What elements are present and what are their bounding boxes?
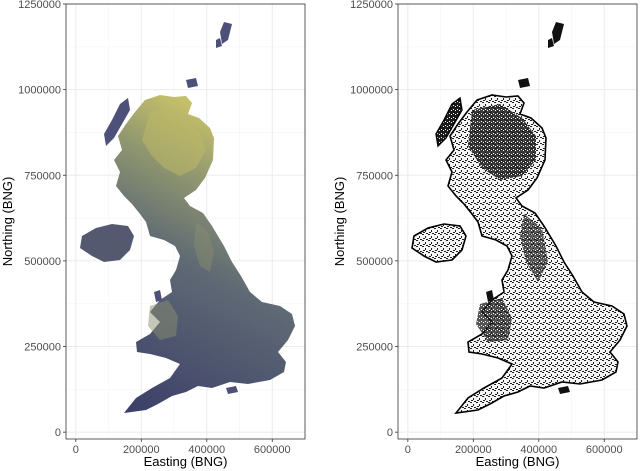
isle-of-wight — [226, 386, 238, 394]
y-tick-label: 750000 — [356, 170, 393, 182]
isle-of-man — [486, 290, 494, 302]
x-tick-label: 200000 — [123, 444, 160, 456]
x-tick-label: 400000 — [520, 444, 557, 456]
y-tick-label: 500000 — [356, 256, 393, 268]
x-tick-label: 0 — [405, 444, 411, 456]
northern-ireland-landmass — [80, 224, 134, 262]
highlands-elevation — [142, 108, 206, 176]
x-tick-label: 600000 — [586, 444, 623, 456]
shetland-islands — [220, 22, 232, 44]
orkney-islands — [518, 78, 530, 88]
y-axis-ticks: 0 250000 500000 750000 1000000 1250000 — [18, 0, 66, 439]
outer-hebrides — [435, 96, 463, 148]
x-tick-label: 0 — [73, 444, 79, 456]
wales-elevation — [148, 300, 178, 340]
x-axis-ticks: 0 200000 400000 600000 — [73, 439, 291, 456]
isle-of-man — [154, 290, 162, 302]
y-tick-label: 750000 — [24, 170, 61, 182]
x-axis-title: Easting (BNG) — [476, 454, 560, 469]
y-tick-label: 250000 — [356, 342, 393, 354]
y-tick-label: 0 — [55, 427, 61, 439]
x-tick-label: 400000 — [188, 444, 225, 456]
pennines-dense-cover — [520, 214, 548, 282]
upland-dense-cover — [468, 104, 536, 180]
orkney-islands — [186, 78, 198, 88]
y-axis-ticks: 0 250000 500000 750000 1000000 1250000 — [350, 0, 398, 439]
panel-border — [397, 3, 638, 440]
shetland-islands — [552, 22, 564, 44]
northern-ireland-landmass — [411, 223, 467, 263]
fair-isle — [548, 38, 554, 48]
y-axis-title: Northing (BNG) — [332, 177, 347, 267]
x-axis-ticks: 0 200000 400000 600000 — [405, 439, 623, 456]
y-tick-label: 1000000 — [350, 85, 393, 97]
elevation-map-panel: 0 200000 400000 600000 0 250000 500000 750000 1… — [0, 0, 306, 469]
y-tick-label: 250000 — [24, 342, 61, 354]
y-tick-label: 500000 — [24, 256, 61, 268]
x-tick-label: 200000 — [455, 444, 492, 456]
landcover-map-panel: 0 200000 400000 600000 0 250000 500000 750000 1… — [332, 0, 638, 469]
pennines-elevation — [194, 222, 214, 272]
isle-of-wight — [558, 386, 570, 394]
gb-landcover-map — [411, 22, 628, 415]
outer-hebrides — [104, 98, 130, 146]
x-axis-title: Easting (BNG) — [144, 454, 228, 469]
gb-elevation-map — [80, 22, 295, 413]
panel-border — [65, 3, 306, 440]
y-tick-label: 1250000 — [350, 0, 393, 11]
fair-isle — [216, 38, 222, 48]
y-tick-label: 1250000 — [18, 0, 61, 11]
y-tick-label: 1000000 — [18, 85, 61, 97]
y-axis-title: Northing (BNG) — [0, 177, 15, 267]
x-tick-label: 600000 — [254, 444, 291, 456]
y-tick-label: 0 — [387, 427, 393, 439]
wales-dense-cover — [476, 298, 512, 342]
